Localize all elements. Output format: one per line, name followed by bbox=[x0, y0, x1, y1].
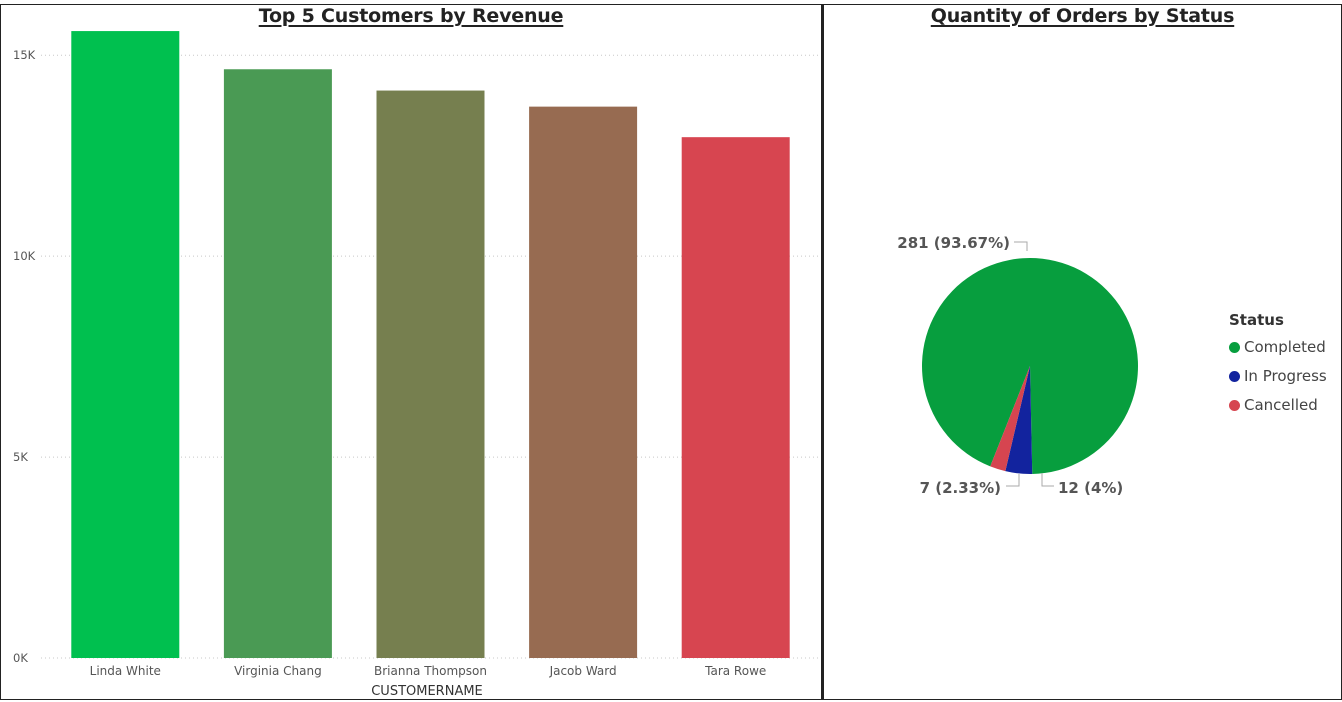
legend-label: Completed bbox=[1244, 338, 1326, 356]
legend-dot-icon bbox=[1229, 371, 1240, 382]
pie-slice-completed[interactable] bbox=[922, 258, 1138, 474]
bar[interactable] bbox=[223, 69, 332, 659]
legend-item-completed[interactable]: Completed bbox=[1229, 333, 1327, 362]
pie-slice-cancelled[interactable] bbox=[990, 366, 1030, 472]
y-tick-label: 15K bbox=[13, 48, 36, 62]
x-tick-label: Tara Rowe bbox=[704, 664, 766, 678]
x-tick-label: Virginia Chang bbox=[234, 664, 322, 678]
x-tick-label: Jacob Ward bbox=[549, 664, 617, 678]
pie-legend: Status Completed In Progress Cancelled bbox=[1229, 311, 1327, 420]
pie-chart-panel: Quantity of Orders by Status 281 (93.67%… bbox=[822, 4, 1342, 700]
legend-label: Cancelled bbox=[1244, 396, 1318, 414]
y-tick-label: 10K bbox=[13, 249, 36, 263]
leader-line bbox=[1006, 474, 1020, 487]
bar-chart-title: Top 5 Customers by Revenue bbox=[258, 5, 564, 27]
legend-dot-icon bbox=[1229, 342, 1240, 353]
legend-title: Status bbox=[1229, 311, 1284, 329]
x-axis-title: CUSTOMERNAME bbox=[371, 684, 483, 699]
pie-chart-title: Quantity of Orders by Status bbox=[930, 5, 1235, 27]
pie-data-label: 281 (93.67%) bbox=[897, 234, 1010, 252]
pie-data-label: 12 (4%) bbox=[1058, 479, 1123, 497]
bar-chart-panel: Top 5 Customers by Revenue 0K 5K 10K 15K Lin… bbox=[0, 4, 822, 700]
leader-line bbox=[1014, 241, 1028, 251]
x-tick-label: Linda White bbox=[90, 664, 161, 678]
pie-data-label: 7 (2.33%) bbox=[920, 479, 1001, 497]
bar[interactable] bbox=[71, 31, 180, 658]
pie-chart: 281 (93.67%) 12 (4%) 7 (2.33%) bbox=[897, 234, 1138, 497]
leader-line bbox=[1041, 473, 1054, 487]
bar[interactable] bbox=[376, 90, 485, 659]
x-tick-label: Brianna Thompson bbox=[374, 664, 487, 678]
bar-chart: 0K 5K 10K 15K Linda White Virginia Chang Brian… bbox=[13, 31, 819, 699]
legend-item-cancelled[interactable]: Cancelled bbox=[1229, 391, 1327, 420]
bar[interactable] bbox=[681, 137, 790, 659]
bar[interactable] bbox=[529, 106, 638, 658]
y-tick-label: 5K bbox=[13, 450, 28, 464]
legend-item-in-progress[interactable]: In Progress bbox=[1229, 362, 1327, 391]
legend-label: In Progress bbox=[1244, 367, 1327, 385]
legend-dot-icon bbox=[1229, 400, 1240, 411]
pie-slice-in-progress[interactable] bbox=[1005, 366, 1033, 474]
y-tick-label: 0K bbox=[13, 651, 28, 665]
